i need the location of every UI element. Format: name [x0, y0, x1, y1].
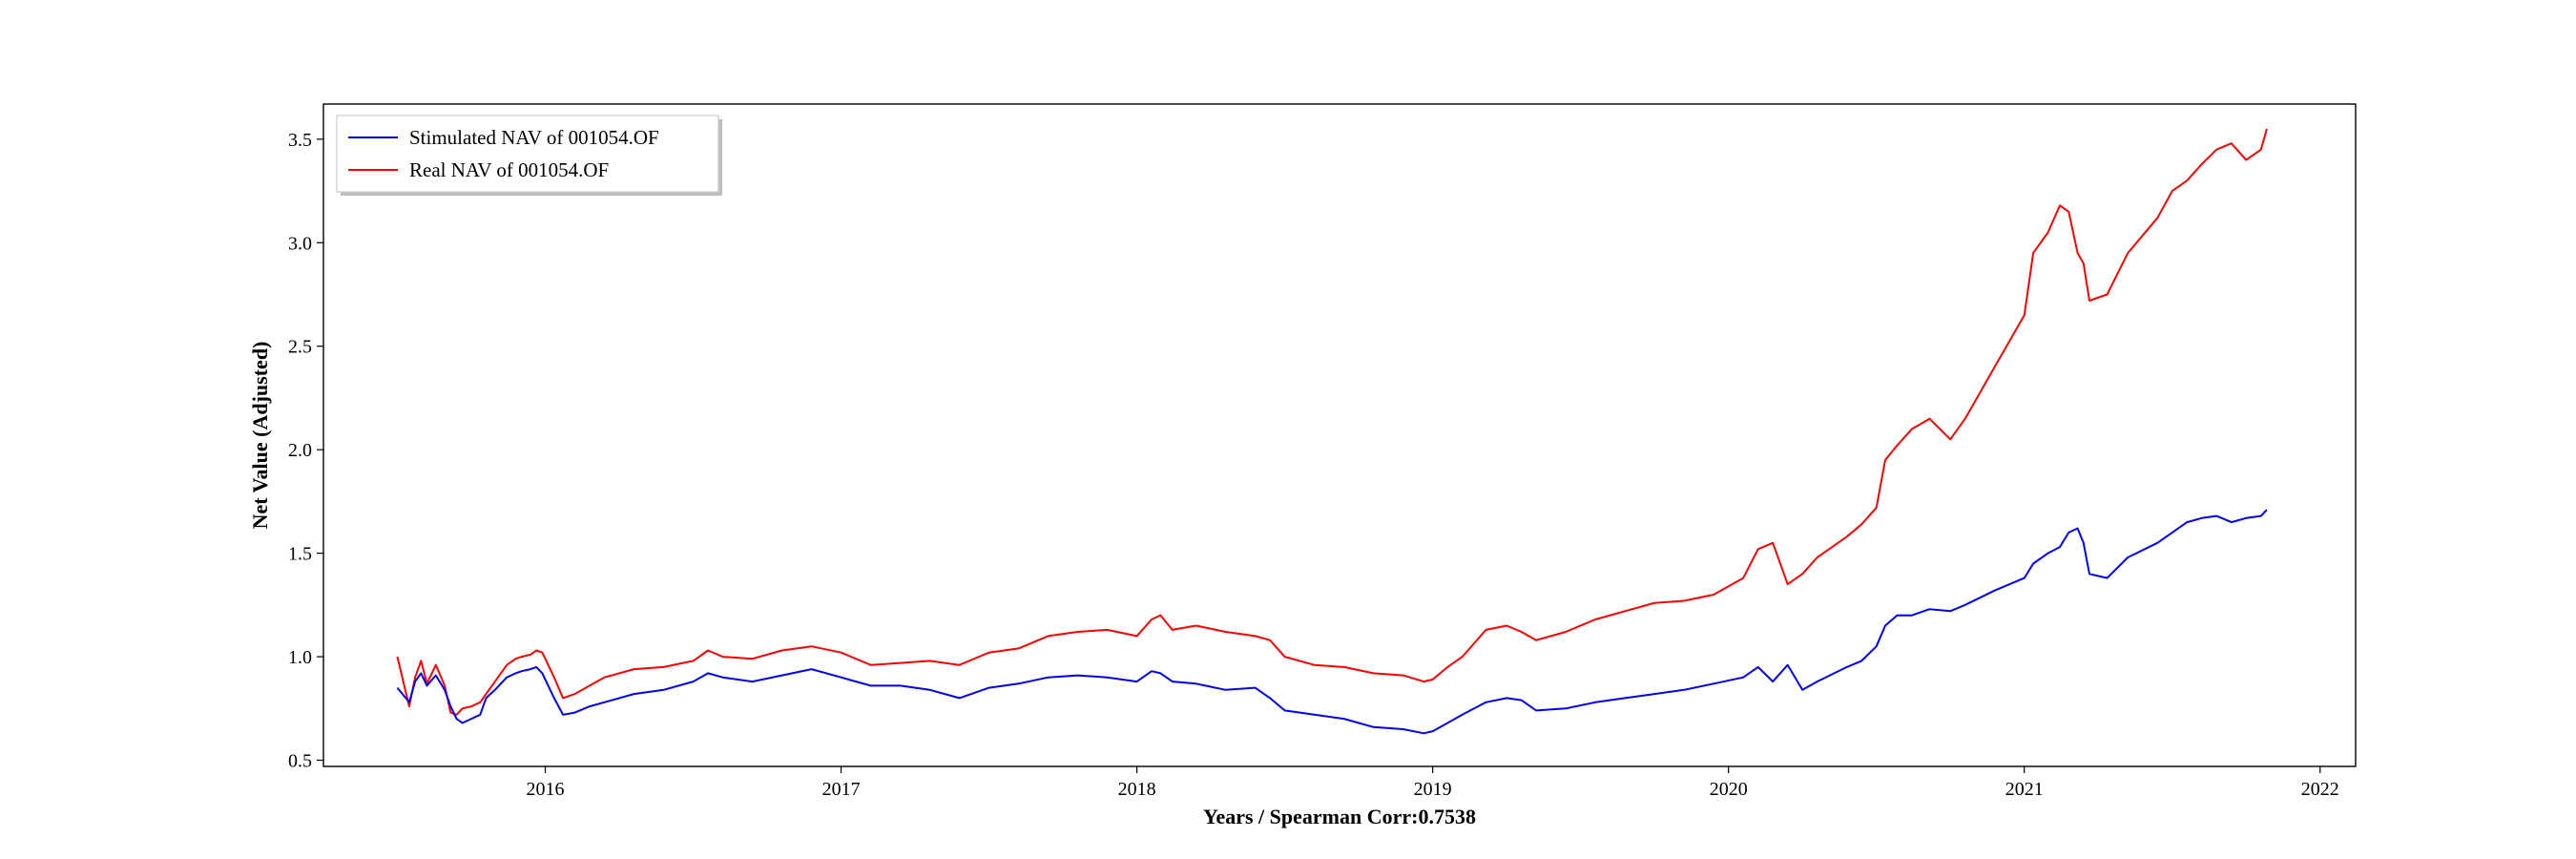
x-tick-label: 2018 [1118, 779, 1156, 800]
y-axis-title: Net Value (Adjusted) [248, 342, 272, 530]
plot-area [322, 103, 2357, 767]
y-tick-label: 3.5 [288, 130, 312, 151]
x-tick-label: 2019 [1414, 779, 1452, 800]
x-axis-title: Years / Spearman Corr:0.7538 [1203, 805, 1476, 828]
legend: Stimulated NAV of 001054.OF Real NAV of 0… [336, 115, 722, 196]
series-layer [396, 128, 2268, 735]
series-line-stimulated-nav [396, 509, 2268, 735]
y-tick-label: 1.0 [288, 647, 312, 668]
legend-label: Stimulated NAV of 001054.OF [409, 126, 659, 149]
y-tick-label: 3.0 [288, 233, 312, 254]
series-line-real-nav [396, 128, 2268, 716]
x-tick-label: 2017 [822, 779, 861, 800]
y-tick-label: 2.0 [288, 440, 312, 461]
x-tick-label: 2022 [2301, 779, 2339, 800]
y-tick-label: 2.5 [288, 337, 312, 358]
y-axis: 0.5 1.0 1.5 2.0 2.5 3.0 3.5 [288, 130, 323, 771]
x-tick-label: 2020 [1710, 779, 1748, 800]
x-axis: 2016 2017 2018 2019 2020 2021 2022 [527, 766, 2339, 800]
y-tick-label: 0.5 [288, 750, 312, 771]
legend-label: Real NAV of 001054.OF [409, 158, 609, 181]
plot-frame [322, 103, 2357, 767]
x-tick-label: 2016 [527, 779, 565, 800]
y-tick-label: 1.5 [288, 544, 312, 565]
legend-box [336, 115, 719, 193]
x-tick-label: 2021 [2005, 779, 2044, 800]
